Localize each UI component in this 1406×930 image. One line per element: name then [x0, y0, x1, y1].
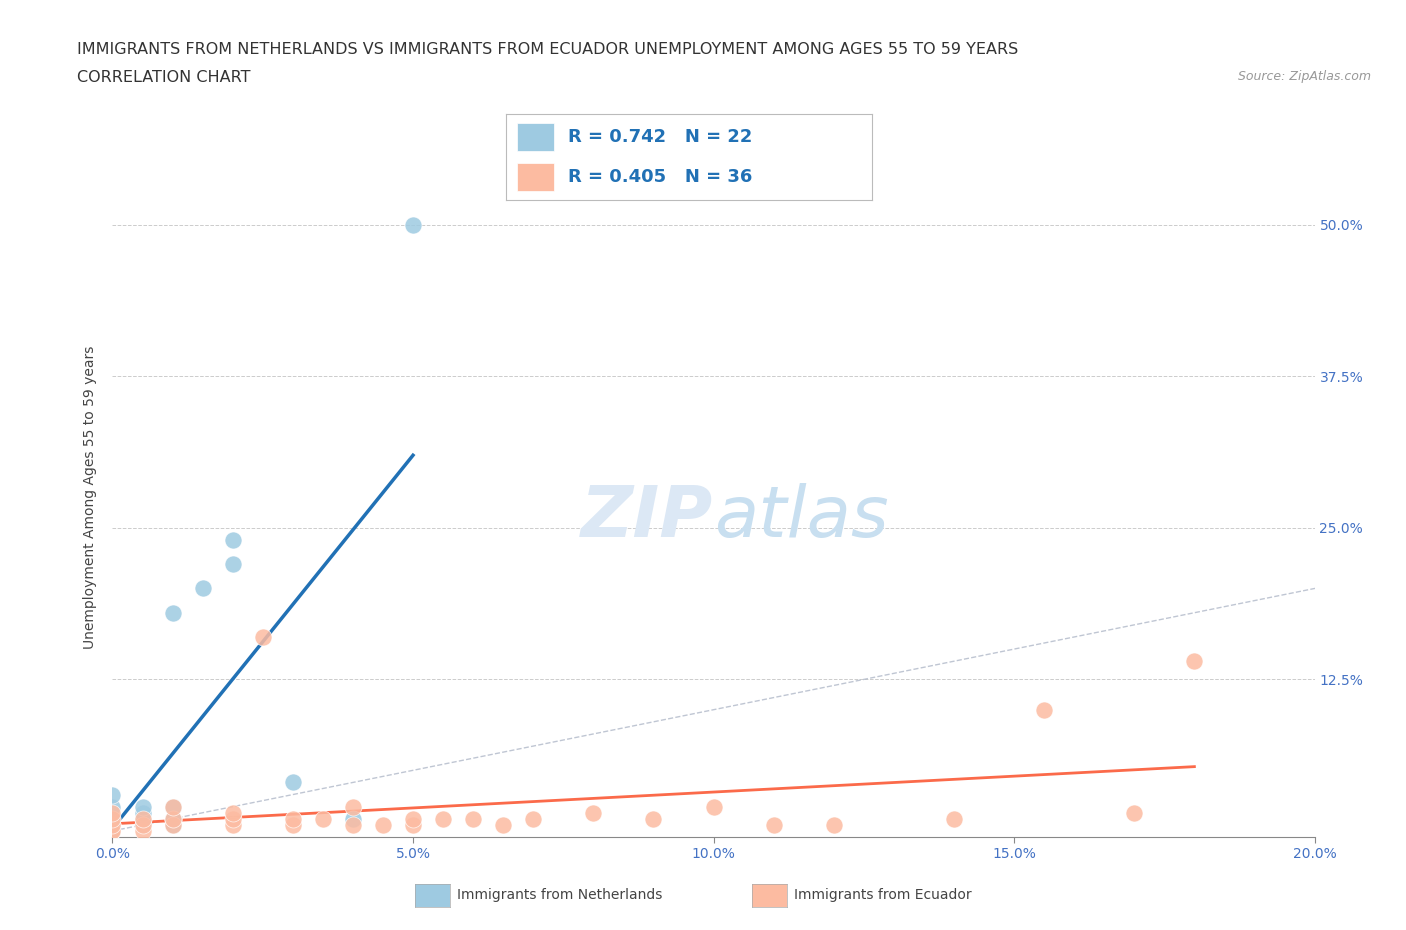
Point — [131, 823, 153, 838]
Point — [222, 817, 245, 832]
Bar — [517, 123, 554, 152]
Point — [492, 817, 515, 832]
Text: CORRELATION CHART: CORRELATION CHART — [77, 70, 250, 85]
Text: Immigrants from Ecuador: Immigrants from Ecuador — [794, 888, 972, 902]
Point — [131, 811, 153, 826]
Point — [101, 817, 124, 832]
Point — [101, 817, 124, 832]
Point — [101, 817, 124, 832]
Bar — [517, 163, 554, 192]
Point — [162, 817, 184, 832]
Point — [101, 805, 124, 820]
Point — [222, 811, 245, 826]
Point — [101, 799, 124, 814]
Text: IMMIGRANTS FROM NETHERLANDS VS IMMIGRANTS FROM ECUADOR UNEMPLOYMENT AMONG AGES 5: IMMIGRANTS FROM NETHERLANDS VS IMMIGRANT… — [77, 42, 1018, 57]
Point — [101, 823, 124, 838]
Point — [823, 817, 845, 832]
Point — [522, 811, 544, 826]
Point — [131, 817, 153, 832]
Point — [402, 218, 425, 232]
Point — [281, 811, 304, 826]
Point — [342, 817, 364, 832]
Point — [643, 811, 665, 826]
Point — [131, 811, 153, 826]
Text: R = 0.405   N = 36: R = 0.405 N = 36 — [568, 167, 752, 186]
Point — [101, 823, 124, 838]
Point — [191, 581, 214, 596]
Point — [222, 805, 245, 820]
Point — [252, 630, 274, 644]
Point — [162, 811, 184, 826]
Point — [222, 557, 245, 572]
Text: Source: ZipAtlas.com: Source: ZipAtlas.com — [1237, 70, 1371, 83]
Point — [101, 787, 124, 802]
Point — [371, 817, 394, 832]
Point — [101, 811, 124, 826]
Point — [101, 823, 124, 838]
Text: ZIP: ZIP — [581, 484, 713, 552]
Point — [222, 533, 245, 548]
Point — [101, 811, 124, 826]
Point — [702, 799, 725, 814]
Point — [131, 817, 153, 832]
Point — [162, 799, 184, 814]
Point — [281, 817, 304, 832]
Point — [131, 805, 153, 820]
Point — [762, 817, 785, 832]
Text: R = 0.742   N = 22: R = 0.742 N = 22 — [568, 128, 752, 147]
Text: Immigrants from Netherlands: Immigrants from Netherlands — [457, 888, 662, 902]
Point — [101, 823, 124, 838]
Point — [162, 811, 184, 826]
Point — [1123, 805, 1146, 820]
Point — [402, 811, 425, 826]
Point — [1184, 654, 1206, 669]
Point — [162, 817, 184, 832]
Point — [281, 775, 304, 790]
Point — [582, 805, 605, 820]
Point — [162, 605, 184, 620]
Y-axis label: Unemployment Among Ages 55 to 59 years: Unemployment Among Ages 55 to 59 years — [83, 346, 97, 649]
Point — [942, 811, 965, 826]
Point — [342, 799, 364, 814]
Point — [131, 799, 153, 814]
Point — [342, 811, 364, 826]
Point — [312, 811, 335, 826]
Point — [162, 811, 184, 826]
Point — [461, 811, 484, 826]
Point — [402, 817, 425, 832]
Point — [432, 811, 454, 826]
Point — [1033, 702, 1056, 717]
Point — [162, 799, 184, 814]
Text: atlas: atlas — [713, 484, 889, 552]
